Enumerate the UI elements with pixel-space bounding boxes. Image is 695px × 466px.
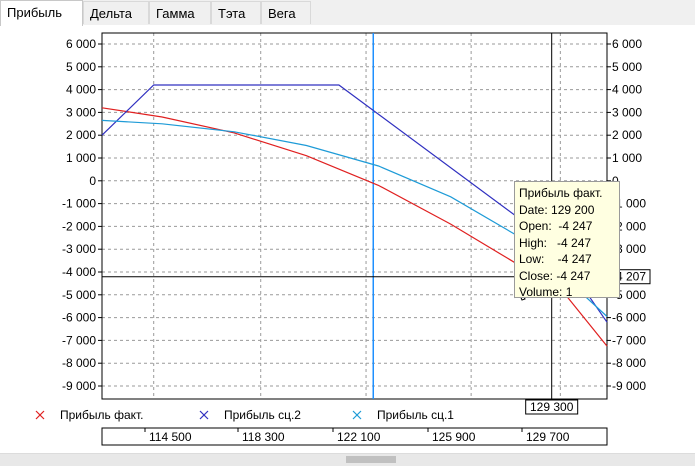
tooltip-line-close: Close: -4 247 bbox=[519, 268, 591, 283]
legend-label-2: Прибыль сц.2 bbox=[224, 408, 301, 422]
y-tick-label: -3 000 bbox=[62, 242, 96, 256]
y-tick-label-right: -9 000 bbox=[612, 379, 646, 393]
x-tick-label: 129 700 bbox=[526, 430, 570, 444]
y-tick-label-right: 5 000 bbox=[612, 60, 642, 74]
y-tick-label: -1 000 bbox=[62, 197, 96, 211]
tab-delta[interactable]: Дельта bbox=[83, 1, 149, 24]
y-tick-label: -7 000 bbox=[62, 333, 96, 347]
y-tick-label: 6 000 bbox=[66, 37, 96, 51]
crosshair-x-label: 129 300 bbox=[530, 400, 574, 414]
y-tick-label: -6 000 bbox=[62, 311, 96, 325]
y-tick-label-right: 4 000 bbox=[612, 83, 642, 97]
y-tick-label-right: 0 bbox=[612, 174, 619, 188]
tab-theta[interactable]: Тэта bbox=[211, 1, 261, 24]
y-tick-label-right: 6 000 bbox=[612, 37, 642, 51]
y-tick-label-right: -3 000 bbox=[612, 242, 646, 256]
y-tick-label-right: -6 000 bbox=[612, 311, 646, 325]
tab-profit[interactable]: Прибыль bbox=[0, 0, 83, 26]
y-tick-label-right: -1 000 bbox=[612, 197, 646, 211]
y-tick-label-right: -5 000 bbox=[612, 288, 646, 302]
tab-gamma[interactable]: Гамма bbox=[149, 1, 211, 24]
y-tick-label: 1 000 bbox=[66, 151, 96, 165]
legend-marker-icon bbox=[199, 410, 209, 420]
y-tick-label: 2 000 bbox=[66, 128, 96, 142]
x-axis-band bbox=[101, 427, 608, 446]
horizontal-scrollbar[interactable] bbox=[0, 453, 695, 466]
tab-bar: Прибыль Дельта Гамма Тэта Вега bbox=[0, 0, 695, 26]
legend-marker-icon bbox=[352, 410, 362, 420]
y-tick-label: -5 000 bbox=[62, 288, 96, 302]
tooltip-line-date: Date: 129 200 bbox=[519, 202, 595, 217]
y-tick-label: -8 000 bbox=[62, 356, 96, 370]
y-tick-label-right: -2 000 bbox=[612, 219, 646, 233]
legend-label-3: Прибыль сц.1 bbox=[377, 408, 454, 422]
y-tick-label: -9 000 bbox=[62, 379, 96, 393]
tooltip-line-high: High: -4 247 bbox=[519, 235, 592, 250]
y-tick-label: 3 000 bbox=[66, 105, 96, 119]
x-tick-label: 118 300 bbox=[242, 430, 285, 444]
y-tick-label: -2 000 bbox=[62, 219, 96, 233]
scrollbar-thumb[interactable] bbox=[346, 456, 396, 463]
chart-panel: 6 000 6 000 5 000 5 000 4 000 4 000 3 000 3 000… bbox=[0, 25, 695, 453]
tooltip-title: Прибыль факт. bbox=[519, 186, 603, 200]
y-tick-label-right: -8 000 bbox=[612, 356, 646, 370]
y-tick-label-right: 2 000 bbox=[612, 128, 642, 142]
tab-vega[interactable]: Вега bbox=[261, 1, 311, 24]
legend-marker-icon bbox=[35, 410, 45, 420]
tooltip-line-low: Low: -4 247 bbox=[519, 252, 592, 266]
y-tick-label: -4 000 bbox=[62, 265, 96, 279]
tooltip-line-volume: Volume: 1 bbox=[519, 285, 573, 299]
crosshair-x-label-box bbox=[525, 399, 579, 415]
x-tick-label: 122 100 bbox=[337, 430, 381, 444]
y-tick-label: 5 000 bbox=[66, 60, 96, 74]
y-tick-label-right: -7 000 bbox=[612, 333, 646, 347]
crosshair-y-label: -4 207 bbox=[612, 270, 646, 284]
legend-label-1: Прибыль факт. bbox=[60, 408, 144, 422]
series-line-3 bbox=[101, 119, 608, 317]
y-tick-label: 4 000 bbox=[66, 83, 96, 97]
x-tick-label: 114 500 bbox=[149, 430, 192, 444]
data-tooltip: Прибыль факт. Date: 129 200 Open: -4 247 Hi… bbox=[514, 181, 620, 299]
y-tick-label-right: 3 000 bbox=[612, 105, 642, 119]
tooltip-line-open: Open: -4 247 bbox=[519, 219, 593, 233]
x-tick-label: 125 900 bbox=[432, 430, 476, 444]
y-tick-label: 0 bbox=[89, 174, 96, 188]
y-tick-label-right: 1 000 bbox=[612, 151, 642, 165]
